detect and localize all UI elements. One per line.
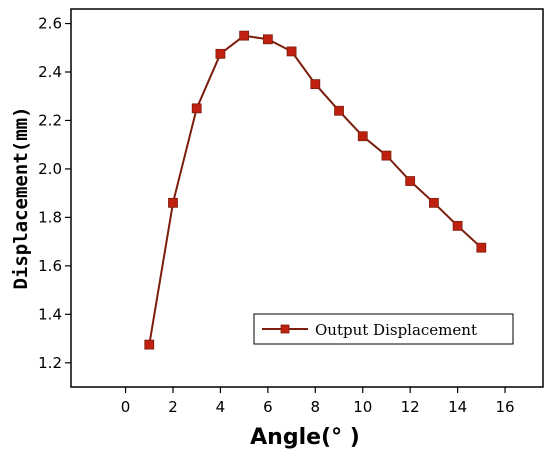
y-axis-ticks: 1.2 1.4 1.6 1.8 2.0 2.2 2.4 2.6: [38, 15, 71, 372]
y-axis-title: Displacement(mm): [10, 106, 32, 289]
data-point: [286, 46, 297, 57]
data-point: [405, 176, 416, 186]
data-point: [168, 197, 178, 208]
y-tick-label: 2.6: [38, 15, 62, 33]
data-point: [310, 79, 321, 90]
data-point: [239, 30, 250, 41]
x-tick-label: 8: [311, 398, 321, 416]
x-axis-title: Angle(° ): [250, 425, 360, 450]
data-point: [428, 197, 439, 208]
data-point: [381, 150, 392, 161]
legend-label: Output Displacement: [315, 321, 477, 339]
y-tick-label: 1.2: [38, 354, 62, 372]
series-layer: [144, 30, 487, 350]
x-tick-label: 16: [496, 398, 515, 416]
x-tick-label: 0: [121, 398, 131, 416]
y-tick-label: 1.4: [38, 305, 62, 323]
data-point: [476, 242, 487, 253]
legend-marker-sample: [280, 324, 290, 334]
y-tick-label: 2.2: [38, 111, 62, 129]
y-tick-label: 1.6: [38, 257, 62, 275]
x-tick-label: 6: [263, 398, 273, 416]
data-point: [144, 339, 155, 350]
data-point: [334, 105, 344, 116]
data-point: [357, 131, 368, 142]
data-point: [215, 48, 226, 59]
x-tick-label: 12: [401, 398, 420, 416]
data-point: [262, 34, 273, 45]
plot-frame: [70, 8, 544, 388]
x-tick-label: 14: [448, 398, 467, 416]
x-tick-label: 10: [353, 398, 372, 416]
y-tick-label: 2.0: [38, 160, 62, 178]
y-tick-label: 2.4: [38, 63, 62, 81]
legend: Output Displacement: [253, 313, 514, 345]
y-tick-label: 1.8: [38, 208, 62, 226]
x-axis-ticks: 0 2 4 6 8 10 12 14 16: [121, 387, 515, 416]
data-point: [191, 103, 202, 114]
x-tick-label: 4: [216, 398, 226, 416]
x-tick-label: 2: [168, 398, 178, 416]
data-point: [452, 220, 463, 231]
